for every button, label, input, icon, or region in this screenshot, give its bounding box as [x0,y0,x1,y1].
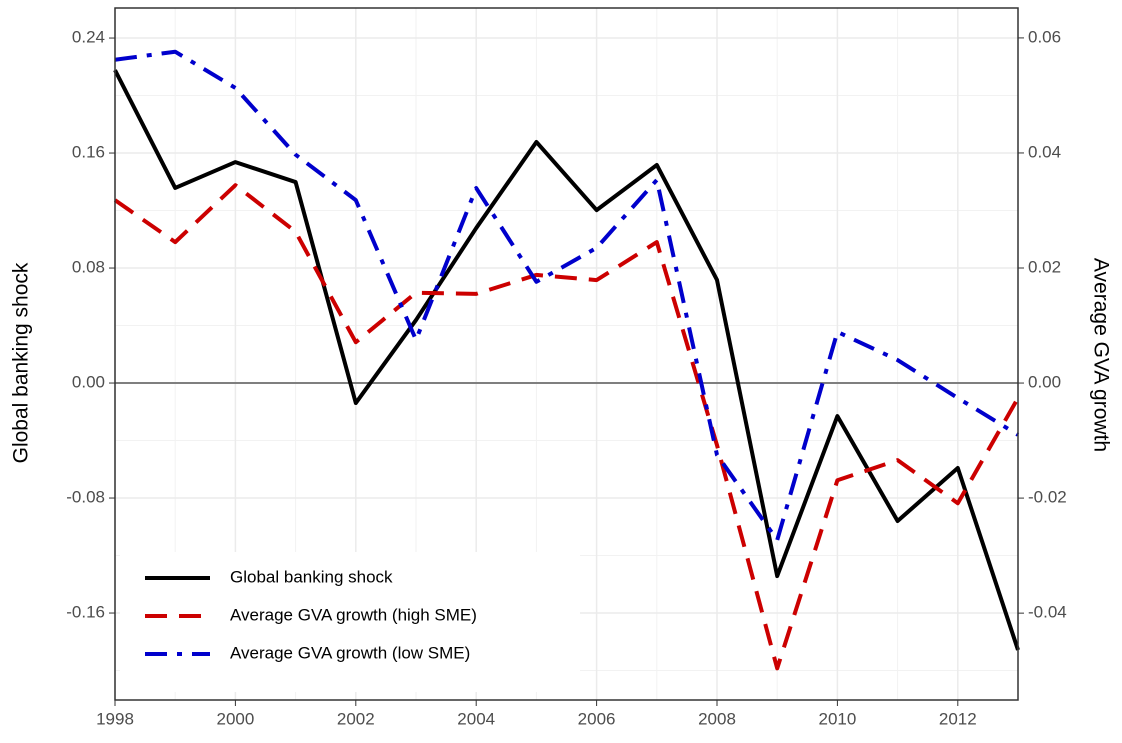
y-tick-label: -0.08 [66,488,105,507]
legend: Global banking shock Average GVA growth (… [120,552,580,692]
x-tick-label: 2012 [939,709,977,728]
y2-axis-title: Average GVA growth [1089,258,1112,452]
legend-label: Average GVA growth (low SME) [230,643,470,662]
y2-tick-label: 0.00 [1028,373,1061,392]
x-tick-label: 2010 [818,709,856,728]
y2-tick-label: 0.02 [1028,257,1061,276]
y-tick-label: -0.16 [66,603,105,622]
x-tick-label: 2008 [698,709,736,728]
x-tick-label: 2002 [337,709,375,728]
y2-tick-label: 0.04 [1028,142,1061,161]
y-axis-title: Global banking shock [10,262,33,463]
y-tick-label: 0.16 [72,143,105,162]
y2-tick-label: 0.06 [1028,27,1061,46]
series-line [113,183,1020,671]
y-tick-label: 0.08 [72,258,105,277]
x-tick-label: 2000 [216,709,254,728]
x-tick-label: 2006 [578,709,616,728]
series-line [114,49,1020,543]
plot-border [114,7,1019,701]
y2-tick-label: -0.04 [1028,603,1067,622]
y2-tick-label: -0.02 [1028,488,1067,507]
x-tick-label: 2004 [457,709,495,728]
y-tick-label: 0.24 [72,28,105,47]
legend-box [120,552,580,692]
y-tick-label: 0.00 [72,373,105,392]
legend-label: Average GVA growth (high SME) [230,605,477,624]
x-tick-label: 1998 [96,709,134,728]
legend-label: Global banking shock [230,567,393,586]
